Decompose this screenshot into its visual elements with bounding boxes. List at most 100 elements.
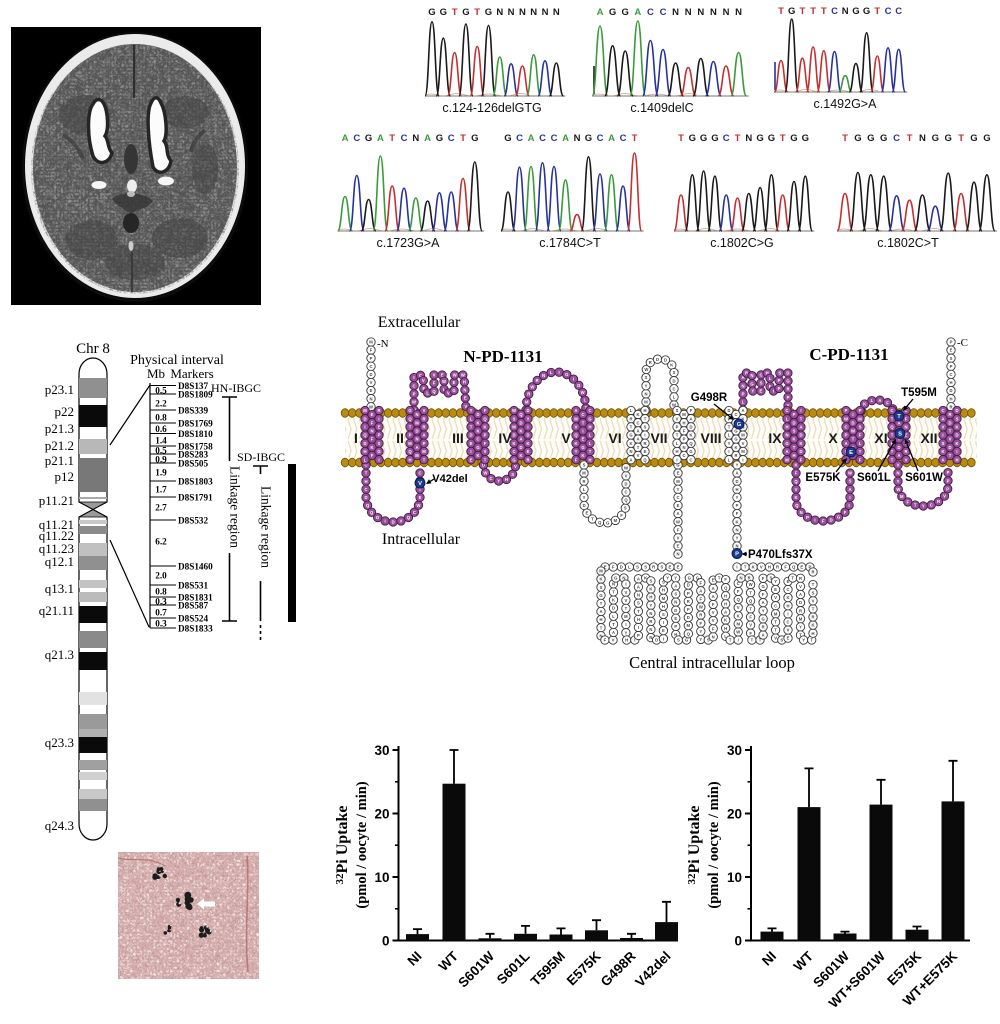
svg-text:H: H: [682, 420, 685, 425]
svg-text:p12: p12: [55, 469, 75, 484]
svg-text:C: C: [489, 476, 492, 481]
svg-text:H: H: [724, 602, 727, 607]
svg-text:K: K: [574, 441, 577, 446]
svg-text:M: M: [525, 400, 529, 405]
svg-text:R: R: [649, 360, 652, 365]
svg-text:1.9: 1.9: [155, 468, 167, 478]
svg-text:F: F: [762, 592, 765, 597]
svg-text:D: D: [363, 441, 366, 446]
svg-text:E: E: [800, 565, 803, 570]
svg-text:D: D: [799, 600, 802, 605]
svg-text:P: P: [735, 552, 739, 558]
svg-text:C: C: [476, 437, 479, 442]
svg-text:V: V: [737, 605, 740, 610]
svg-text:C: C: [723, 133, 730, 144]
svg-text:M: M: [741, 433, 745, 438]
svg-text:M: M: [512, 425, 516, 430]
svg-text:S: S: [636, 565, 639, 570]
svg-text:A: A: [574, 408, 577, 413]
svg-text:T: T: [630, 425, 633, 430]
svg-text:S601W: S601W: [455, 948, 497, 990]
svg-text:S: S: [812, 590, 815, 595]
svg-text:N: N: [896, 471, 899, 476]
svg-text:C: C: [418, 471, 421, 476]
svg-text:H: H: [505, 477, 508, 482]
svg-text:p21.3: p21.3: [45, 421, 74, 436]
svg-text:L: L: [728, 457, 731, 462]
svg-text:M: M: [785, 457, 789, 462]
svg-text:E: E: [849, 450, 853, 456]
svg-text:D: D: [376, 515, 379, 520]
svg-text:Y: Y: [762, 608, 765, 613]
svg-text:E: E: [760, 389, 763, 394]
svg-text:D8S1831: D8S1831: [178, 593, 213, 603]
svg-text:R: R: [643, 441, 646, 446]
svg-text:S: S: [644, 425, 647, 430]
svg-text:D8S283: D8S283: [178, 450, 209, 460]
svg-text:K: K: [629, 441, 632, 446]
svg-text:G: G: [852, 6, 859, 17]
svg-text:N: N: [712, 634, 715, 639]
svg-text:V: V: [447, 391, 450, 396]
svg-text:T: T: [810, 6, 816, 17]
svg-text:G498R: G498R: [598, 948, 639, 989]
svg-text:VI: VI: [608, 430, 621, 446]
svg-text:C: C: [539, 133, 546, 144]
svg-text:G: G: [436, 133, 443, 144]
svg-text:T: T: [799, 6, 805, 17]
svg-text:M: M: [676, 479, 680, 484]
svg-text:Q: Q: [724, 585, 728, 590]
svg-text:G: G: [880, 133, 887, 144]
svg-text:C: C: [774, 603, 777, 608]
svg-text:(pmol / oocyte / min): (pmol / oocyte / min): [706, 781, 722, 908]
svg-text:T: T: [600, 625, 603, 630]
svg-text:C: C: [676, 495, 679, 500]
svg-text:T: T: [637, 609, 640, 614]
svg-text:G: G: [504, 133, 511, 144]
svg-text:H: H: [643, 408, 646, 413]
svg-text:V: V: [422, 378, 425, 383]
svg-text:q21.3: q21.3: [45, 647, 74, 662]
svg-text:W: W: [417, 503, 421, 508]
svg-text:Y: Y: [470, 408, 473, 413]
svg-text:Chr 8: Chr 8: [76, 341, 110, 357]
svg-text:Physical interval: Physical interval: [130, 353, 224, 368]
svg-text:N: N: [574, 133, 581, 144]
svg-text:T: T: [907, 133, 913, 144]
svg-text:F: F: [700, 621, 703, 626]
svg-text:G: G: [688, 576, 691, 581]
svg-text:T: T: [644, 416, 647, 421]
svg-text:M: M: [415, 420, 419, 425]
svg-text:D: D: [897, 445, 900, 450]
svg-text:I: I: [787, 611, 788, 616]
svg-text:A: A: [724, 610, 727, 615]
svg-text:A: A: [941, 457, 944, 462]
svg-text:W: W: [749, 582, 753, 587]
svg-text:N: N: [735, 527, 738, 532]
svg-text:-N: -N: [377, 338, 389, 350]
svg-text:H: H: [364, 479, 367, 484]
svg-text:D8S524: D8S524: [178, 614, 209, 624]
svg-text:T: T: [612, 590, 615, 595]
svg-text:V: V: [949, 437, 952, 442]
svg-text:C-PD-1131: C-PD-1131: [809, 345, 888, 364]
svg-text:P: P: [778, 386, 781, 391]
svg-text:E: E: [950, 348, 953, 353]
svg-text:A: A: [599, 609, 602, 614]
svg-text:K: K: [581, 453, 584, 458]
svg-text:T: T: [842, 133, 848, 144]
svg-text:W: W: [848, 471, 852, 476]
svg-text:W: W: [644, 367, 648, 372]
svg-text:I: I: [573, 377, 574, 382]
svg-text:V: V: [612, 638, 615, 643]
svg-text:F: F: [844, 510, 847, 515]
svg-text:H: H: [662, 588, 665, 593]
svg-text:20: 20: [374, 807, 389, 822]
svg-text:Y: Y: [699, 637, 702, 642]
svg-text:M: M: [736, 621, 740, 626]
svg-text:c.1802C>G: c.1802C>G: [710, 236, 774, 250]
svg-text:P: P: [806, 515, 809, 520]
svg-text:M: M: [363, 408, 367, 413]
svg-text:A: A: [342, 133, 349, 144]
svg-text:T: T: [891, 457, 894, 462]
